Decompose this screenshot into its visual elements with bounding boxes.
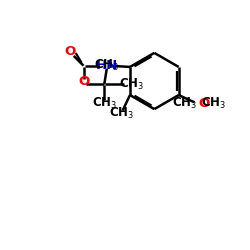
Text: CH$_3$: CH$_3$: [172, 96, 197, 111]
Text: O: O: [198, 97, 209, 110]
Text: HN: HN: [96, 59, 118, 72]
Text: CH$_3$: CH$_3$: [109, 106, 134, 121]
Text: CH$_3$: CH$_3$: [201, 96, 226, 111]
Text: CH$_3$: CH$_3$: [94, 58, 119, 73]
Text: O: O: [78, 75, 89, 88]
Text: CH$_3$: CH$_3$: [119, 76, 144, 92]
Text: CH$_3$: CH$_3$: [92, 96, 117, 111]
Text: O: O: [64, 44, 76, 58]
